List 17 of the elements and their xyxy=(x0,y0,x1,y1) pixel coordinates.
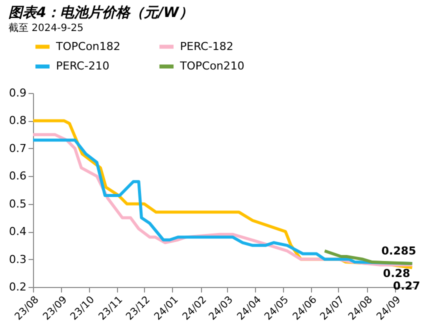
y-tick-label: 0.7 xyxy=(9,142,26,155)
annotation: 0.28 xyxy=(383,266,410,280)
y-tick-label: 0.6 xyxy=(9,170,26,183)
y-tick-label: 0.5 xyxy=(9,197,26,210)
y-tick-label: 0.8 xyxy=(9,114,26,128)
y-tick-label: 0.3 xyxy=(9,252,26,266)
legend-label: PERC-182 xyxy=(180,40,234,53)
chart-title: 图表4：电池片价格（元/W） xyxy=(8,5,193,21)
y-tick-label: 0.4 xyxy=(9,225,26,238)
y-tick-label: 0.9 xyxy=(9,86,26,100)
legend-label: TOPCon210 xyxy=(179,60,244,72)
annotation: 0.285 xyxy=(381,244,416,258)
legend-label: PERC-210 xyxy=(56,60,110,72)
annotation: 0.27 xyxy=(393,280,420,293)
legend-label: TOPCon182 xyxy=(55,40,120,53)
text: 截至 2024-9-25 xyxy=(8,22,84,34)
y-tick-label: 0.2 xyxy=(9,280,26,294)
